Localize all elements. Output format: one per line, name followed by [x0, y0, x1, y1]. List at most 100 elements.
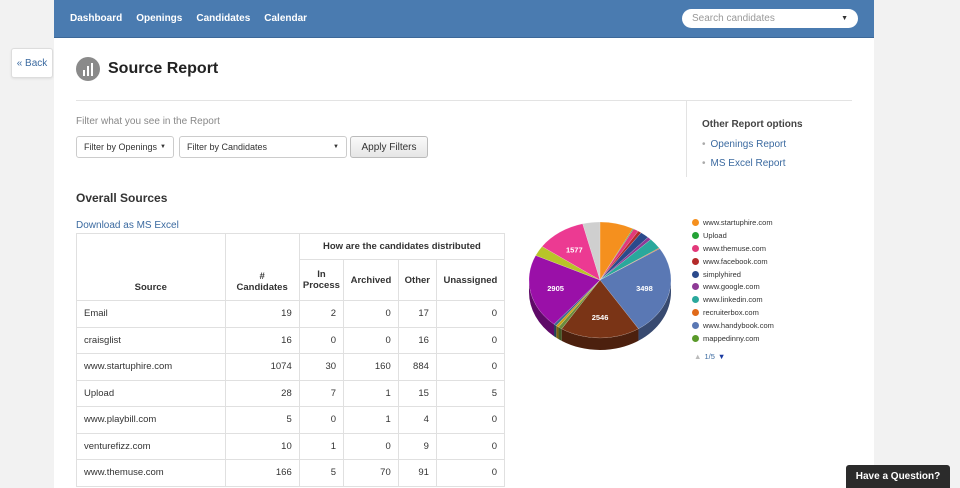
pie-slice[interactable]	[599, 239, 660, 281]
col-source[interactable]: Source	[76, 233, 226, 301]
legend-swatch	[692, 283, 699, 291]
filter-openings-label: Filter by Openings	[84, 142, 158, 152]
legend-item[interactable]: www.facebook.com	[692, 255, 774, 268]
pie-slice-side	[556, 325, 559, 340]
legend-label: www.startuphire.com	[703, 217, 773, 227]
pie-slice[interactable]	[599, 236, 652, 281]
search-input[interactable]: Search candidates ▼	[682, 9, 858, 28]
table-row: www.playbill.com 5 0 1 4 0	[76, 406, 506, 434]
cell-candidates: 10	[224, 432, 300, 460]
pager-up-icon[interactable]: ▲	[694, 352, 702, 361]
legend-pager: ▲ 1/5 ▼	[694, 352, 725, 361]
legend-item[interactable]: simplyhired	[692, 268, 774, 281]
pie-slice[interactable]	[553, 279, 601, 326]
cell-source: www.startuphire.com	[76, 353, 226, 381]
cell-archived: 0	[343, 300, 399, 328]
nav-openings[interactable]: Openings	[136, 13, 183, 24]
legend-label: recruiterbox.com	[703, 308, 759, 318]
cell-unassigned: 0	[435, 353, 506, 381]
cell-unassigned: 0	[435, 300, 506, 328]
filter-openings-select[interactable]: Filter by Openings ▼	[76, 136, 174, 158]
col-in-process[interactable]: In Process	[298, 259, 345, 301]
pie-slice[interactable]	[599, 230, 642, 281]
cell-unassigned: 0	[435, 326, 506, 354]
pie-slice[interactable]	[599, 232, 649, 281]
divider	[76, 100, 852, 101]
table-row: Upload 28 7 1 15 5	[76, 379, 506, 407]
overall-sources-title: Overall Sources	[76, 191, 168, 205]
legend-label: www.handybook.com	[703, 321, 774, 331]
nav-dashboard[interactable]: Dashboard	[70, 13, 123, 24]
col-unassigned[interactable]: Unassigned	[435, 259, 506, 301]
legend-item[interactable]: www.google.com	[692, 280, 774, 293]
download-excel-link[interactable]: Download as MS Excel	[76, 220, 179, 231]
pie-slice[interactable]	[535, 246, 601, 281]
cell-candidates: 19	[224, 300, 300, 328]
app-shell: Dashboard Openings Candidates Calendar S…	[54, 0, 874, 488]
col-other[interactable]: Other	[397, 259, 437, 301]
legend-swatch	[692, 270, 699, 278]
pie-slice[interactable]	[555, 279, 601, 328]
pie-slice[interactable]	[599, 228, 635, 281]
pie-data-label: 2905	[547, 284, 564, 293]
legend-item[interactable]: mappedinny.com	[692, 332, 774, 345]
chevron-down-icon: ▼	[333, 144, 339, 150]
legend-label: Upload	[703, 230, 727, 240]
chevron-down-icon[interactable]: ▼	[841, 15, 848, 22]
pie-slice-side	[558, 327, 562, 341]
legend-label: www.google.com	[703, 282, 760, 292]
cell-unassigned: 0	[435, 432, 506, 460]
legend-swatch	[692, 218, 699, 226]
legend-item[interactable]: Upload	[692, 229, 774, 242]
pie-slice[interactable]	[528, 255, 601, 325]
legend-label: mappedinny.com	[703, 333, 760, 343]
cell-source: www.themuse.com	[76, 459, 226, 487]
pie-slice[interactable]	[599, 221, 634, 281]
cell-in-process: 7	[298, 379, 345, 407]
pie-slice[interactable]	[582, 221, 601, 281]
cell-archived: 1	[343, 406, 399, 434]
legend-item[interactable]: www.themuse.com	[692, 242, 774, 255]
nav-candidates[interactable]: Candidates	[196, 13, 251, 24]
cell-archived: 0	[343, 326, 399, 354]
legend-item[interactable]: www.handybook.com	[692, 319, 774, 332]
pie-slice[interactable]	[599, 248, 672, 330]
legend-page-label: 1/5	[704, 352, 715, 361]
openings-report-label: Openings Report	[710, 139, 787, 150]
pie-slice[interactable]	[541, 223, 601, 281]
cell-other: 16	[397, 326, 437, 354]
table-row: venturefizz.com 10 1 0 9 0	[76, 432, 506, 460]
ms-excel-report-label: MS Excel Report	[710, 158, 786, 169]
pie-slice-side	[529, 280, 555, 337]
nav-calendar[interactable]: Calendar	[264, 13, 308, 24]
cell-other: 15	[397, 379, 437, 407]
pie-slice[interactable]	[599, 247, 661, 281]
legend-swatch	[692, 322, 699, 330]
back-button[interactable]: « Back	[11, 48, 53, 78]
pie-slice-side	[554, 324, 557, 338]
legend-item[interactable]: recruiterbox.com	[692, 306, 774, 319]
cell-source: www.playbill.com	[76, 406, 226, 434]
pie-slice[interactable]	[561, 279, 639, 339]
legend-item[interactable]: www.linkedin.com	[692, 293, 774, 306]
col-in-process-line1: In	[317, 269, 326, 280]
cell-other: 884	[397, 353, 437, 381]
col-candidates[interactable]: # Candidates	[224, 233, 300, 301]
vertical-divider	[686, 101, 687, 177]
ms-excel-report-link[interactable]: • MS Excel Report	[702, 158, 786, 169]
col-archived[interactable]: Archived	[343, 259, 399, 301]
pie-data-label: 3498	[636, 284, 653, 293]
filter-candidates-select[interactable]: Filter by Candidates ▼	[179, 136, 347, 158]
legend-item[interactable]: www.startuphire.com	[692, 216, 774, 229]
pie-data-label: 2546	[592, 313, 609, 322]
have-a-question-button[interactable]: Have a Question?	[846, 465, 950, 488]
openings-report-link[interactable]: • Openings Report	[702, 139, 787, 150]
pie-slice-side	[561, 328, 639, 350]
legend-label: simplyhired	[703, 269, 741, 279]
legend-label: www.themuse.com	[703, 243, 766, 253]
pie-slice[interactable]	[599, 228, 639, 281]
pager-down-icon[interactable]: ▼	[717, 352, 726, 361]
cell-candidates: 28	[224, 379, 300, 407]
apply-filters-button[interactable]: Apply Filters	[350, 136, 428, 158]
pie-slice[interactable]	[558, 279, 601, 330]
